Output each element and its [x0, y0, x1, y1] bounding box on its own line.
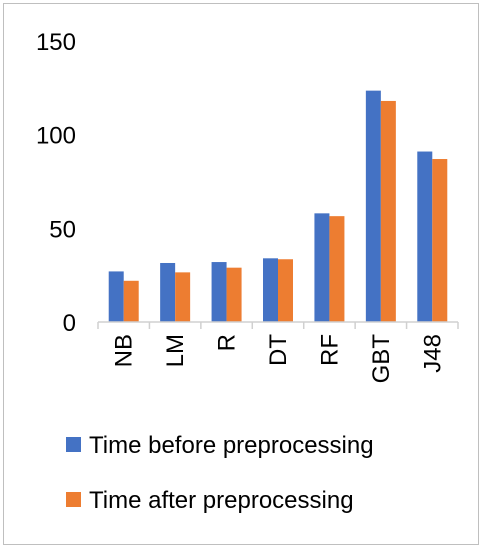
bar-r-series-1: [226, 267, 242, 322]
x-tick-label-nb: NB: [111, 334, 138, 367]
x-tick-label-rf: RF: [316, 334, 343, 366]
y-tick-label: 50: [49, 216, 76, 243]
x-axis-ticks: [97, 322, 459, 329]
bar-j48-series-0: [417, 151, 433, 322]
x-tick-label-dt: DT: [265, 334, 292, 366]
bar-lm-series-1: [175, 272, 191, 322]
x-tick-label-j48: J48: [419, 334, 446, 373]
bar-rf-series-1: [329, 216, 345, 322]
x-tick-label-r: R: [214, 334, 241, 351]
x-tick-label-gbt: GBT: [368, 334, 395, 384]
y-tick-label: 150: [36, 29, 76, 56]
bar-nb-series-1: [123, 280, 139, 322]
legend-swatch-series-1: [66, 492, 81, 507]
bar-r-series-0: [211, 262, 227, 322]
bar-lm-series-0: [160, 262, 176, 322]
legend-swatch-series-0: [66, 437, 81, 452]
x-axis-tick-labels: NB LM R DT RF GBT J48: [111, 334, 447, 384]
x-tick-label-lm: LM: [162, 334, 189, 367]
bar-dt-series-1: [278, 259, 293, 322]
bar-gbt-series-1: [380, 100, 396, 323]
legend-label-series-1: Time after preprocessing: [89, 487, 354, 514]
bar-nb-series-0: [108, 271, 124, 322]
y-axis-tick-labels: 0 50 100 150: [36, 29, 76, 337]
legend: Time before preprocessing Time after prep…: [66, 432, 374, 514]
bar-dt-series-0: [263, 258, 278, 322]
bar-j48-series-1: [432, 159, 448, 322]
bars-group: [108, 90, 448, 323]
bar-rf-series-0: [314, 213, 330, 322]
bar-gbt-series-0: [365, 90, 381, 322]
legend-label-series-0: Time before preprocessing: [89, 432, 374, 459]
y-tick-label: 0: [63, 310, 76, 337]
y-tick-label: 100: [36, 123, 76, 150]
